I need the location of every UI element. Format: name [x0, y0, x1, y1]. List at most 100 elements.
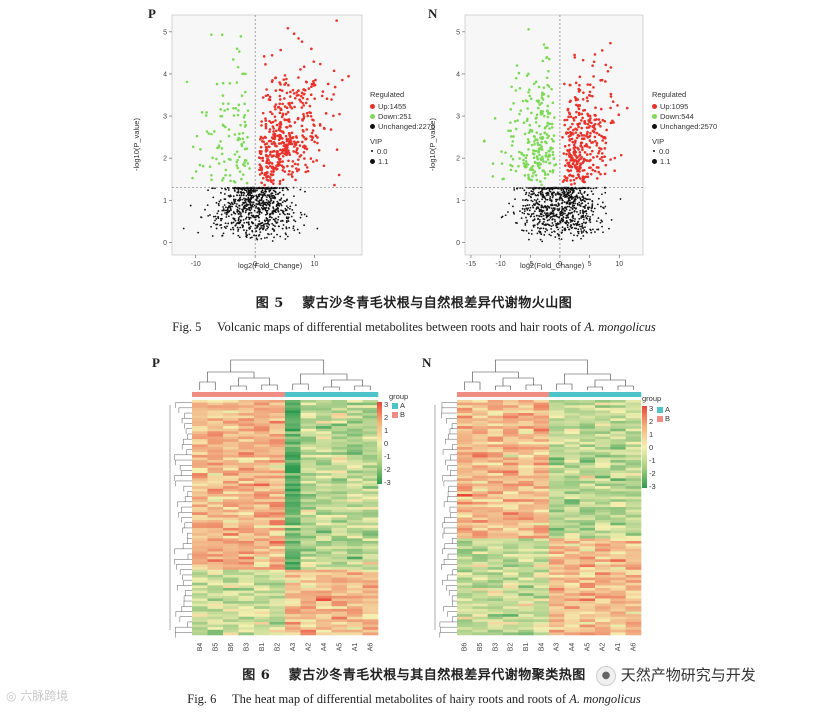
point-up: [264, 124, 268, 128]
point-up: [562, 178, 566, 182]
point-up: [268, 128, 272, 131]
point-up: [264, 173, 267, 177]
heatmap-cell: [549, 517, 565, 521]
point-down: [522, 162, 525, 165]
point-unchanged: [227, 189, 230, 191]
point-unchanged: [561, 211, 564, 214]
column-label: B6: [228, 643, 235, 652]
point-down: [522, 121, 526, 125]
heatmap-cell: [472, 431, 488, 435]
point-unchanged: [280, 209, 282, 212]
point-up: [293, 105, 296, 109]
heatmap-cell: [207, 410, 224, 414]
plot-frame: [171, 14, 363, 256]
point-unchanged: [542, 210, 545, 212]
point-unchanged: [233, 190, 236, 192]
dendrogram-branch: [187, 553, 192, 560]
point-unchanged: [247, 203, 250, 206]
row-dendrogram: [169, 402, 192, 638]
heatmap-cell: [579, 467, 596, 471]
point-down: [528, 88, 531, 91]
point-unchanged: [288, 207, 291, 210]
heatmap-cell: [503, 525, 519, 529]
dendrogram-branch: [185, 428, 192, 434]
heatmap-cell: [238, 564, 255, 568]
point-down: [195, 134, 199, 138]
heatmap-cell: [487, 486, 504, 490]
point-unchanged: [574, 202, 577, 205]
heatmap-cell: [192, 627, 208, 631]
heatmap-cell: [610, 525, 626, 529]
point-down: [215, 82, 219, 86]
heatmap-cell: [207, 517, 224, 521]
point-unchanged: [200, 216, 203, 219]
heatmap-cell: [595, 449, 611, 453]
point-up: [268, 161, 272, 164]
heatmap-cell: [503, 460, 519, 463]
point-unchanged: [577, 232, 580, 235]
heatmap-cell: [207, 405, 224, 409]
point-unchanged: [284, 207, 287, 210]
heatmap-cell: [503, 439, 519, 443]
point-unchanged: [559, 221, 562, 224]
point-unchanged: [596, 228, 598, 231]
heatmap-cell: [238, 462, 255, 466]
point-up: [611, 100, 615, 103]
heatmap-cell: [238, 433, 255, 437]
point-unchanged: [551, 222, 554, 224]
point-unchanged: [243, 197, 245, 200]
heatmap-cell: [254, 410, 270, 414]
point-unchanged: [594, 231, 596, 233]
heatmap-cell: [503, 522, 519, 526]
heatmap-cell: [316, 460, 332, 463]
heatmap-cell: [300, 582, 317, 586]
point-up: [338, 112, 341, 116]
point-up: [583, 151, 587, 154]
point-unchanged: [223, 209, 225, 212]
heatmap-cell: [300, 478, 317, 482]
heatmap-cell: [472, 514, 488, 518]
point-down: [537, 106, 540, 110]
point-down: [548, 169, 552, 173]
point-down: [526, 138, 530, 141]
point-unchanged: [260, 199, 263, 202]
point-down: [213, 130, 216, 133]
point-unchanged: [551, 209, 554, 212]
heatmap-cell: [362, 470, 379, 474]
point-unchanged: [204, 208, 206, 211]
heatmap-cell: [316, 588, 332, 591]
point-unchanged: [234, 198, 237, 201]
heatmap-cell: [269, 577, 286, 581]
heatmap-cell: [362, 452, 379, 456]
heatmap-cell: [503, 556, 519, 560]
heatmap-cell: [238, 603, 255, 607]
point-unchanged: [286, 198, 288, 201]
heatmap-cell: [316, 564, 332, 568]
heatmap-cell: [285, 423, 301, 427]
heatmap-cell: [300, 475, 317, 479]
heatmap-cell: [564, 496, 580, 500]
heatmap-cell: [487, 548, 504, 552]
heatmap-cell: [316, 491, 332, 495]
heatmap-cell: [625, 556, 642, 560]
point-unchanged: [548, 233, 551, 236]
point-unchanged: [538, 215, 541, 218]
heatmap-cell: [316, 444, 332, 448]
point-unchanged: [255, 237, 258, 240]
point-down: [241, 137, 245, 141]
heatmap-cell: [347, 611, 363, 615]
point-unchanged: [252, 189, 255, 192]
heatmap-cell: [238, 621, 255, 625]
heatmap-cell: [207, 441, 224, 445]
fig5-panel-p-letter: P: [148, 6, 156, 21]
point-unchanged: [527, 194, 530, 197]
heatmap-cell: [503, 488, 519, 492]
point-up: [326, 82, 330, 86]
heatmap-cell: [472, 480, 488, 484]
point-unchanged: [552, 212, 555, 215]
point-down: [221, 94, 225, 97]
heatmap-cell: [549, 520, 565, 524]
heatmap-cell: [331, 444, 348, 448]
heatmap-cell: [595, 475, 611, 479]
point-unchanged: [238, 236, 241, 239]
